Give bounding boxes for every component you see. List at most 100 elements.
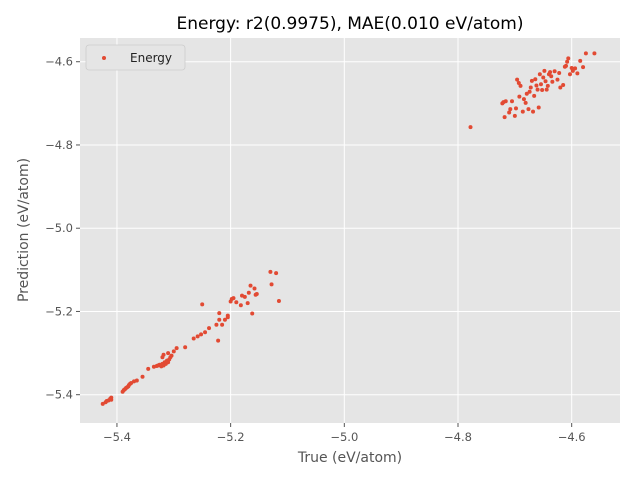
y-tick-label: −4.6 — [45, 55, 73, 69]
scatter-points — [100, 51, 597, 406]
data-point — [146, 366, 151, 371]
data-point — [540, 88, 545, 93]
chart-title: Energy: r2(0.9975), MAE(0.010 eV/atom) — [176, 14, 523, 34]
data-point — [140, 374, 145, 379]
data-point — [508, 107, 513, 112]
data-point — [566, 56, 571, 61]
data-point — [541, 75, 546, 80]
data-point — [583, 51, 588, 56]
data-point — [134, 378, 139, 383]
data-point — [526, 107, 531, 112]
data-point — [520, 109, 525, 114]
data-point — [573, 66, 578, 71]
data-point — [527, 89, 532, 94]
data-point — [234, 300, 239, 305]
data-point — [564, 63, 568, 68]
data-point — [532, 93, 537, 98]
data-point — [581, 65, 586, 70]
data-point — [250, 311, 255, 316]
data-point — [515, 77, 520, 82]
data-point — [578, 58, 583, 63]
data-point — [217, 311, 222, 316]
y-tick-label: −5.0 — [45, 221, 73, 235]
data-point — [549, 74, 554, 79]
data-point — [557, 70, 562, 75]
x-tick-label: −4.6 — [558, 430, 586, 444]
data-point — [166, 351, 171, 356]
data-point — [567, 72, 572, 77]
data-point — [533, 77, 538, 82]
data-point — [535, 87, 540, 92]
data-point — [534, 83, 539, 88]
data-point — [109, 397, 114, 402]
data-point — [222, 317, 227, 322]
data-point — [561, 83, 566, 88]
x-tick-label: −5.2 — [217, 430, 245, 444]
data-point — [207, 326, 212, 331]
data-point — [518, 83, 523, 88]
data-point — [220, 322, 225, 327]
data-point — [225, 315, 230, 320]
legend-label-energy: Energy — [130, 51, 172, 65]
data-point — [502, 115, 507, 120]
data-point — [161, 352, 166, 357]
data-point — [246, 290, 251, 295]
data-point — [238, 303, 243, 308]
data-point — [512, 113, 517, 118]
data-point — [254, 291, 259, 296]
y-axis-label: Prediction (eV/atom) — [16, 158, 32, 302]
y-tick-label: −5.2 — [45, 304, 73, 318]
y-tick-label: −5.4 — [45, 388, 73, 402]
data-point — [524, 91, 529, 96]
data-point — [203, 330, 208, 335]
data-point — [531, 109, 536, 114]
data-point — [274, 271, 279, 276]
data-point — [169, 353, 174, 358]
data-point — [174, 346, 179, 351]
data-point — [545, 83, 550, 88]
data-point — [510, 99, 514, 104]
data-point — [565, 59, 570, 64]
data-point — [171, 349, 176, 354]
x-tick-label: −5.0 — [330, 430, 358, 444]
data-point — [536, 105, 541, 110]
data-point — [214, 322, 219, 327]
axis-ticks: −5.4 −5.2 −5.0 −4.8 −4.6 −5.4 −5.2 −5.0 −4.8 −4.6 — [45, 55, 586, 444]
legend-box — [85, 44, 186, 71]
data-point — [521, 97, 526, 102]
data-point — [542, 68, 547, 73]
data-point — [507, 110, 512, 115]
data-point — [552, 69, 557, 74]
data-point — [555, 77, 560, 82]
data-point — [544, 87, 549, 92]
data-point — [252, 286, 257, 291]
x-axis-label: True (eV/atom) — [297, 450, 402, 466]
data-point — [217, 317, 222, 322]
data-point — [513, 106, 518, 111]
data-point — [200, 302, 205, 307]
data-point — [537, 72, 542, 77]
data-point — [231, 296, 236, 301]
data-point — [592, 51, 597, 56]
data-point — [538, 82, 543, 87]
data-point — [245, 301, 250, 306]
x-tick-label: −5.4 — [103, 430, 131, 444]
data-point — [517, 94, 522, 99]
data-point — [523, 100, 528, 105]
legend-marker — [102, 56, 106, 60]
data-point — [516, 80, 521, 85]
data-point — [276, 299, 281, 304]
grid — [80, 38, 620, 423]
data-point — [548, 70, 553, 75]
data-point — [575, 71, 580, 76]
data-point — [248, 283, 253, 288]
data-point — [242, 294, 247, 299]
data-point — [199, 332, 204, 337]
data-point — [528, 85, 533, 90]
y-tick-label: −4.8 — [45, 138, 73, 152]
data-point — [183, 345, 188, 350]
data-point — [195, 334, 200, 339]
data-point — [468, 125, 473, 130]
data-point — [550, 79, 555, 84]
